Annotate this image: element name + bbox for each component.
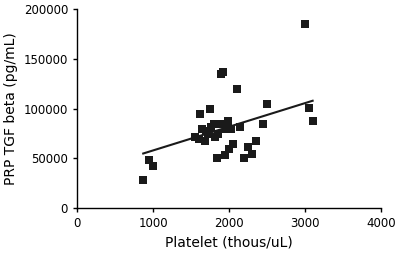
Point <box>192 135 198 139</box>
Point <box>310 119 316 123</box>
Point <box>150 164 156 168</box>
Point <box>197 112 204 116</box>
Point <box>226 147 232 151</box>
Point <box>203 129 210 133</box>
Point <box>230 141 236 146</box>
Point <box>245 145 251 149</box>
Point <box>252 138 259 142</box>
Point <box>224 119 231 123</box>
Point <box>212 135 218 139</box>
Point <box>234 87 240 91</box>
Point <box>218 72 225 76</box>
Point <box>196 137 202 141</box>
Point <box>260 122 266 126</box>
Point <box>237 125 244 129</box>
Y-axis label: PRP TGF beta (pg/mL): PRP TGF beta (pg/mL) <box>4 32 18 185</box>
Point <box>302 22 308 26</box>
Point <box>208 125 214 129</box>
Point <box>202 138 208 142</box>
Point <box>241 156 248 161</box>
Point <box>146 158 152 163</box>
Point <box>306 106 312 110</box>
Point <box>214 156 220 161</box>
Point <box>217 122 223 126</box>
Point <box>205 132 211 136</box>
Point <box>220 70 226 74</box>
Point <box>207 107 213 111</box>
Point <box>222 153 228 157</box>
Point <box>215 132 222 136</box>
Point <box>264 102 270 106</box>
Point <box>223 126 229 131</box>
Point <box>199 126 206 131</box>
Point <box>140 178 146 182</box>
Point <box>227 126 234 131</box>
Point <box>249 151 255 155</box>
X-axis label: Platelet (thous/uL): Platelet (thous/uL) <box>165 236 293 250</box>
Point <box>211 122 217 126</box>
